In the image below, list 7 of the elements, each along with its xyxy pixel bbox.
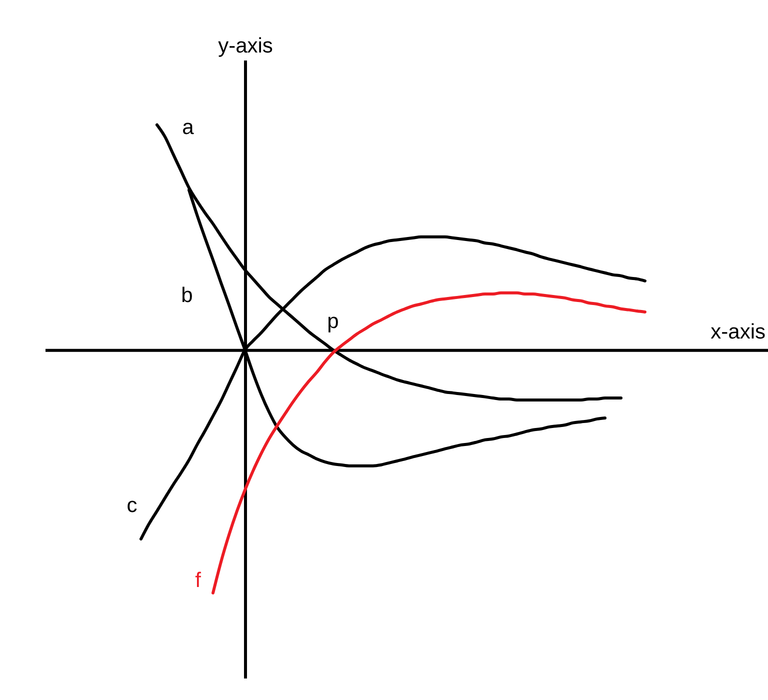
series-label: f (195, 568, 202, 592)
annotation: p (327, 310, 339, 333)
x-axis-title: x-axis (710, 320, 766, 344)
series-label: a (182, 116, 194, 139)
series-label: c (126, 494, 138, 517)
y-axis-title: y-axis (218, 34, 273, 58)
series-label: b (181, 284, 193, 308)
